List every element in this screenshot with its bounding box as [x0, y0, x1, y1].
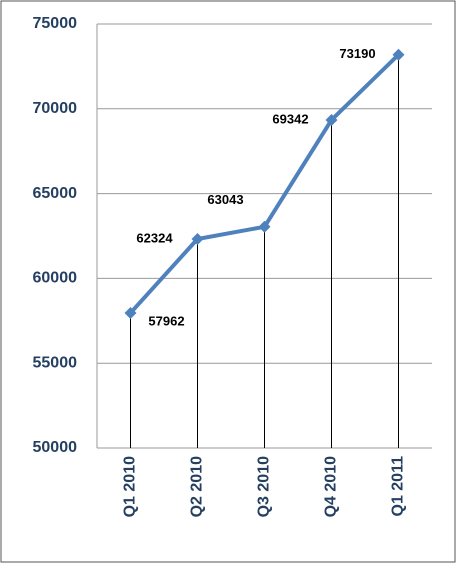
y-tick-label: 55000 — [33, 354, 78, 371]
x-tick-label: Q3 2010 — [256, 456, 273, 517]
y-tick-label: 70000 — [33, 100, 78, 117]
data-label: 57962 — [148, 313, 184, 328]
data-label: 69342 — [272, 111, 308, 126]
data-label: 73190 — [339, 46, 375, 61]
x-tick-label: Q1 2011 — [390, 456, 407, 517]
marker — [258, 220, 271, 233]
marker — [325, 113, 338, 126]
marker — [191, 232, 204, 245]
y-tick-label: 60000 — [33, 270, 78, 287]
y-tick-label: 65000 — [33, 185, 78, 202]
data-label: 62324 — [136, 230, 173, 245]
x-tick-label: Q2 2010 — [189, 456, 206, 517]
x-tick-label: Q4 2010 — [323, 456, 340, 517]
marker — [392, 48, 405, 61]
y-tick-label: 50000 — [33, 439, 78, 456]
marker — [124, 306, 137, 319]
x-tick-label: Q1 2010 — [122, 456, 139, 517]
data-label: 63043 — [207, 192, 243, 207]
y-tick-label: 75000 — [33, 15, 78, 32]
